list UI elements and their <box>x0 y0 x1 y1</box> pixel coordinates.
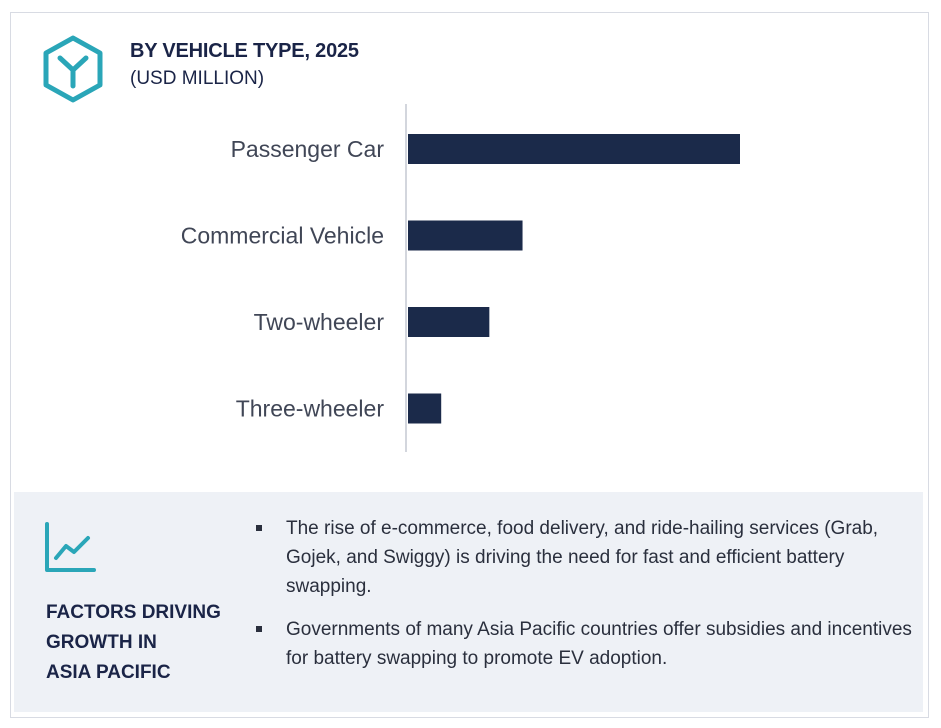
category-label: Three-wheeler <box>236 396 385 422</box>
trend-line-icon <box>45 522 96 572</box>
bar-two-wheeler <box>408 307 490 337</box>
bar-passenger-car <box>408 134 740 164</box>
bullet-square-icon <box>256 525 262 531</box>
factors-heading-line: FACTORS DRIVING <box>46 602 221 623</box>
factors-heading-line: ASIA PACIFIC <box>46 662 171 683</box>
chart-subtitle: (USD MILLION) <box>130 68 265 89</box>
factors-panel: FACTORS DRIVING GROWTH IN ASIA PACIFIC T… <box>14 492 923 712</box>
bullet-square-icon <box>256 626 262 632</box>
chart-title: BY VEHICLE TYPE, 2025 <box>130 40 359 62</box>
bar-commercial-vehicle <box>408 220 523 251</box>
factors-bullet-list: The rise of e-commerce, food delivery, a… <box>254 514 924 687</box>
factors-heading: FACTORS DRIVING GROWTH IN ASIA PACIFIC <box>46 598 221 688</box>
factor-bullet-text: The rise of e-commerce, food delivery, a… <box>286 518 879 597</box>
hexagon-y-icon <box>43 35 103 103</box>
factor-bullet: Governments of many Asia Pacific countri… <box>254 615 924 673</box>
category-label: Two-wheeler <box>254 309 385 335</box>
factor-bullet-text: Governments of many Asia Pacific countri… <box>286 619 912 669</box>
vehicle-type-bar-chart: Passenger Car Commercial Vehicle Two-wheel… <box>181 104 740 452</box>
category-label: Commercial Vehicle <box>181 223 384 249</box>
bar-three-wheeler <box>408 393 442 424</box>
factor-bullet: The rise of e-commerce, food delivery, a… <box>254 514 924 601</box>
category-label: Passenger Car <box>231 136 385 162</box>
factors-heading-line: GROWTH IN <box>46 632 157 653</box>
